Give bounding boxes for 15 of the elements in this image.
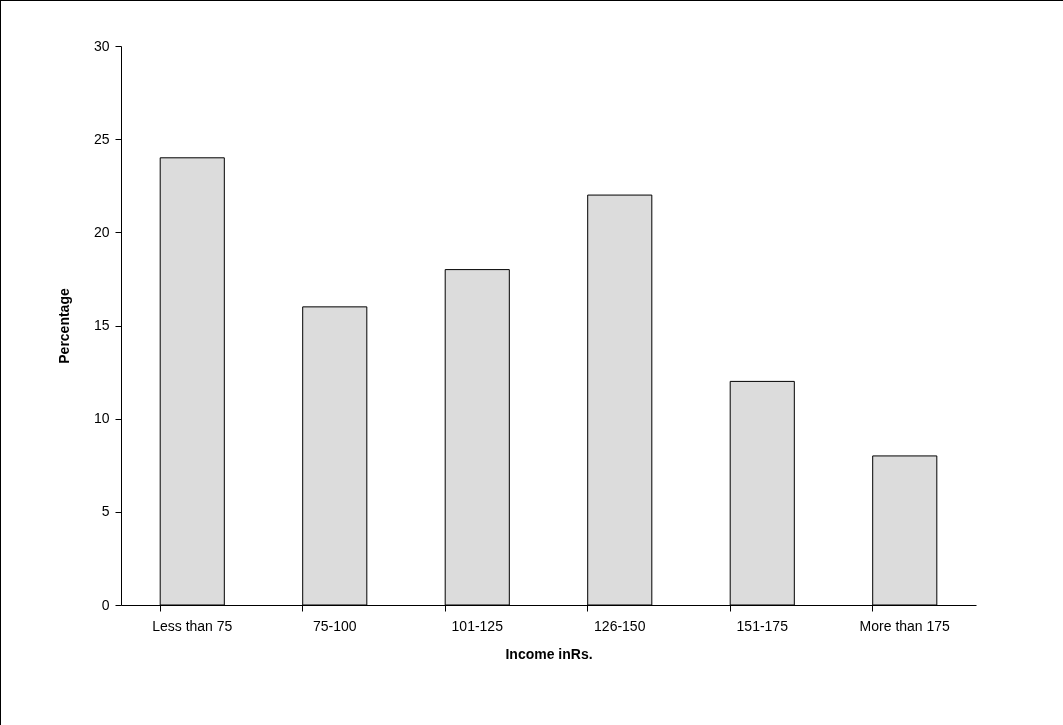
y-axis-title: Percentage (55, 288, 72, 364)
y-tick-label: 15 (93, 317, 110, 333)
x-tick-label: Less than 75 (152, 617, 233, 634)
y-tick-label: 20 (93, 223, 110, 240)
y-tick-label: 5 (101, 503, 110, 520)
y-tick-label: 10 (93, 410, 110, 427)
y-tick-label: 25 (93, 130, 110, 147)
x-axis-title: Income inRs. (505, 645, 593, 662)
y-tick-label: 30 (93, 37, 110, 54)
x-tick-label: 151-175 (736, 617, 789, 634)
y-tick-label: 0 (101, 596, 110, 613)
x-tick-label: More than 175 (859, 617, 951, 634)
x-tick-label: 101-125 (451, 617, 504, 634)
x-tick-label: 126-150 (594, 617, 646, 634)
x-tick-label: 75-100 (312, 617, 357, 634)
